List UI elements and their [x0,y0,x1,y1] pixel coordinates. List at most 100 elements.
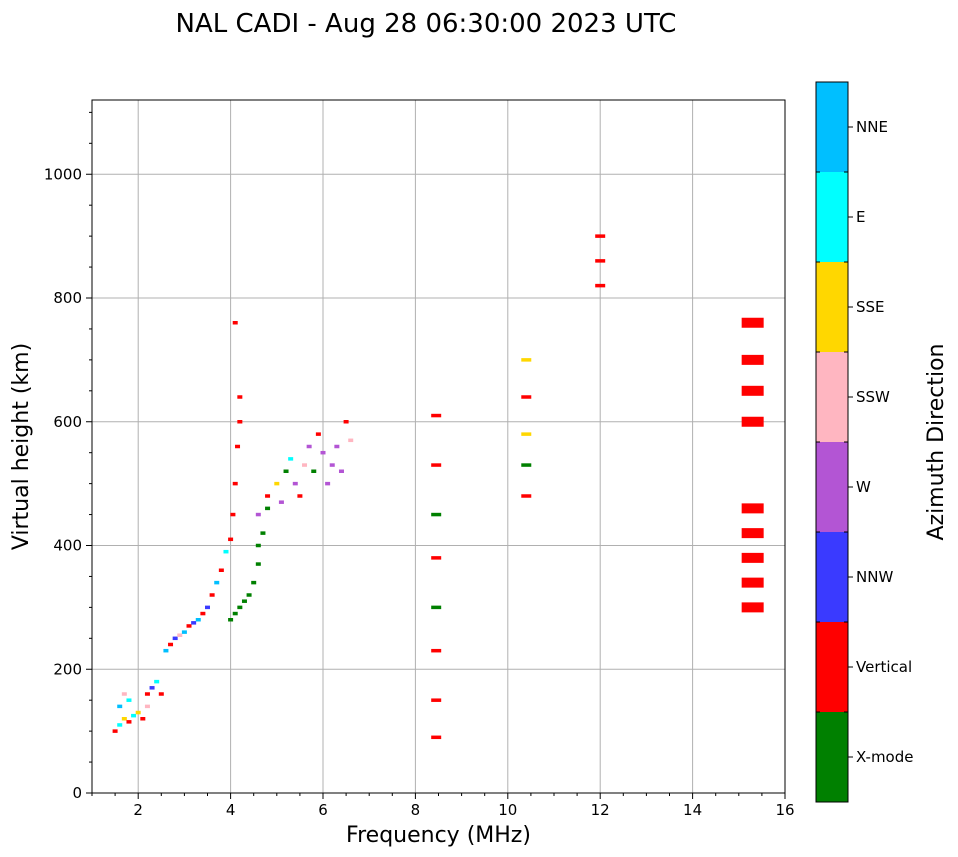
colorbar-swatch [816,712,848,802]
data-point [348,438,354,443]
data-points [112,234,764,740]
data-point [431,556,442,560]
data-point [278,500,284,504]
y-tick-label: 200 [53,660,82,678]
data-point [306,444,312,449]
data-point [292,481,298,486]
data-point [255,543,261,548]
plot-area [92,100,785,793]
y-axis-label: Virtual height (km) [9,343,34,550]
data-point [741,577,764,588]
y-tick-label: 400 [53,537,82,555]
colorbar-swatch [816,262,848,352]
data-point [741,602,764,613]
y-tick-label: 1000 [44,165,82,183]
colorbar-swatch [816,352,848,442]
data-point [126,698,132,702]
x-tick-label: 4 [226,801,236,819]
data-point [144,704,150,709]
data-point [158,692,164,696]
data-point [521,395,532,399]
data-point [741,354,764,365]
data-point [121,692,127,696]
data-point [177,633,183,637]
data-point [265,494,271,498]
data-point [521,358,532,362]
data-point [205,605,210,610]
x-tick-label: 2 [133,801,143,819]
data-point [741,385,764,396]
colorbar-swatch [816,622,848,712]
data-point [260,531,266,535]
data-point [320,450,326,455]
data-point [431,605,442,610]
data-point [154,679,160,684]
data-point [232,481,238,486]
x-tick-label: 6 [318,801,328,819]
colorbar-swatch [816,442,848,532]
data-point [235,444,241,449]
data-point [237,395,243,399]
data-point [230,512,236,517]
data-point [595,234,606,238]
data-point [228,618,234,622]
data-point [255,562,261,566]
data-point [241,599,247,603]
data-point [521,494,532,498]
x-tick-label: 16 [775,801,794,819]
data-point [209,593,215,597]
data-point [117,723,123,727]
data-point [237,420,243,424]
data-point [126,720,132,724]
data-point [741,552,764,563]
data-point [595,283,606,288]
data-point [288,457,294,461]
data-point [431,735,442,740]
data-point [741,503,764,514]
data-point [232,321,238,325]
data-point [191,621,197,625]
data-point [311,469,317,473]
data-point [214,580,220,585]
y-tick-label: 600 [53,413,82,431]
data-point [168,642,174,647]
colorbar-label: X-mode [856,748,913,766]
data-point [228,537,234,542]
data-point [163,648,169,653]
x-tick-label: 12 [591,801,610,819]
data-point [329,463,335,467]
data-point [343,420,349,424]
data-point [521,463,532,467]
data-point [144,692,150,696]
colorbar-label: SSE [856,298,885,316]
x-tick-label: 8 [411,801,421,819]
y-tick-label: 800 [53,289,82,307]
data-point [297,494,303,498]
data-point [302,463,308,467]
colorbar-label: NNE [856,118,888,136]
data-point [181,630,187,634]
data-point [200,611,206,616]
data-point [135,710,141,715]
colorbar-label: SSW [856,388,890,406]
data-point [149,686,155,690]
data-point [140,717,146,721]
x-axis-label: Frequency (MHz) [346,823,531,848]
data-point [315,432,321,436]
data-point [218,568,224,572]
data-point [741,528,764,539]
data-point [131,713,137,718]
data-point [431,512,442,517]
data-point [251,580,257,585]
data-point [521,432,532,436]
data-point [325,481,331,486]
data-point [431,698,442,702]
data-point [741,317,764,328]
chart-title: NAL CADI - Aug 28 06:30:00 2023 UTC [176,9,677,39]
y-tick-label: 0 [72,784,82,802]
colorbar-label: E [856,208,865,226]
data-point [595,259,606,263]
data-point [237,605,243,610]
x-tick-label: 14 [683,801,702,819]
